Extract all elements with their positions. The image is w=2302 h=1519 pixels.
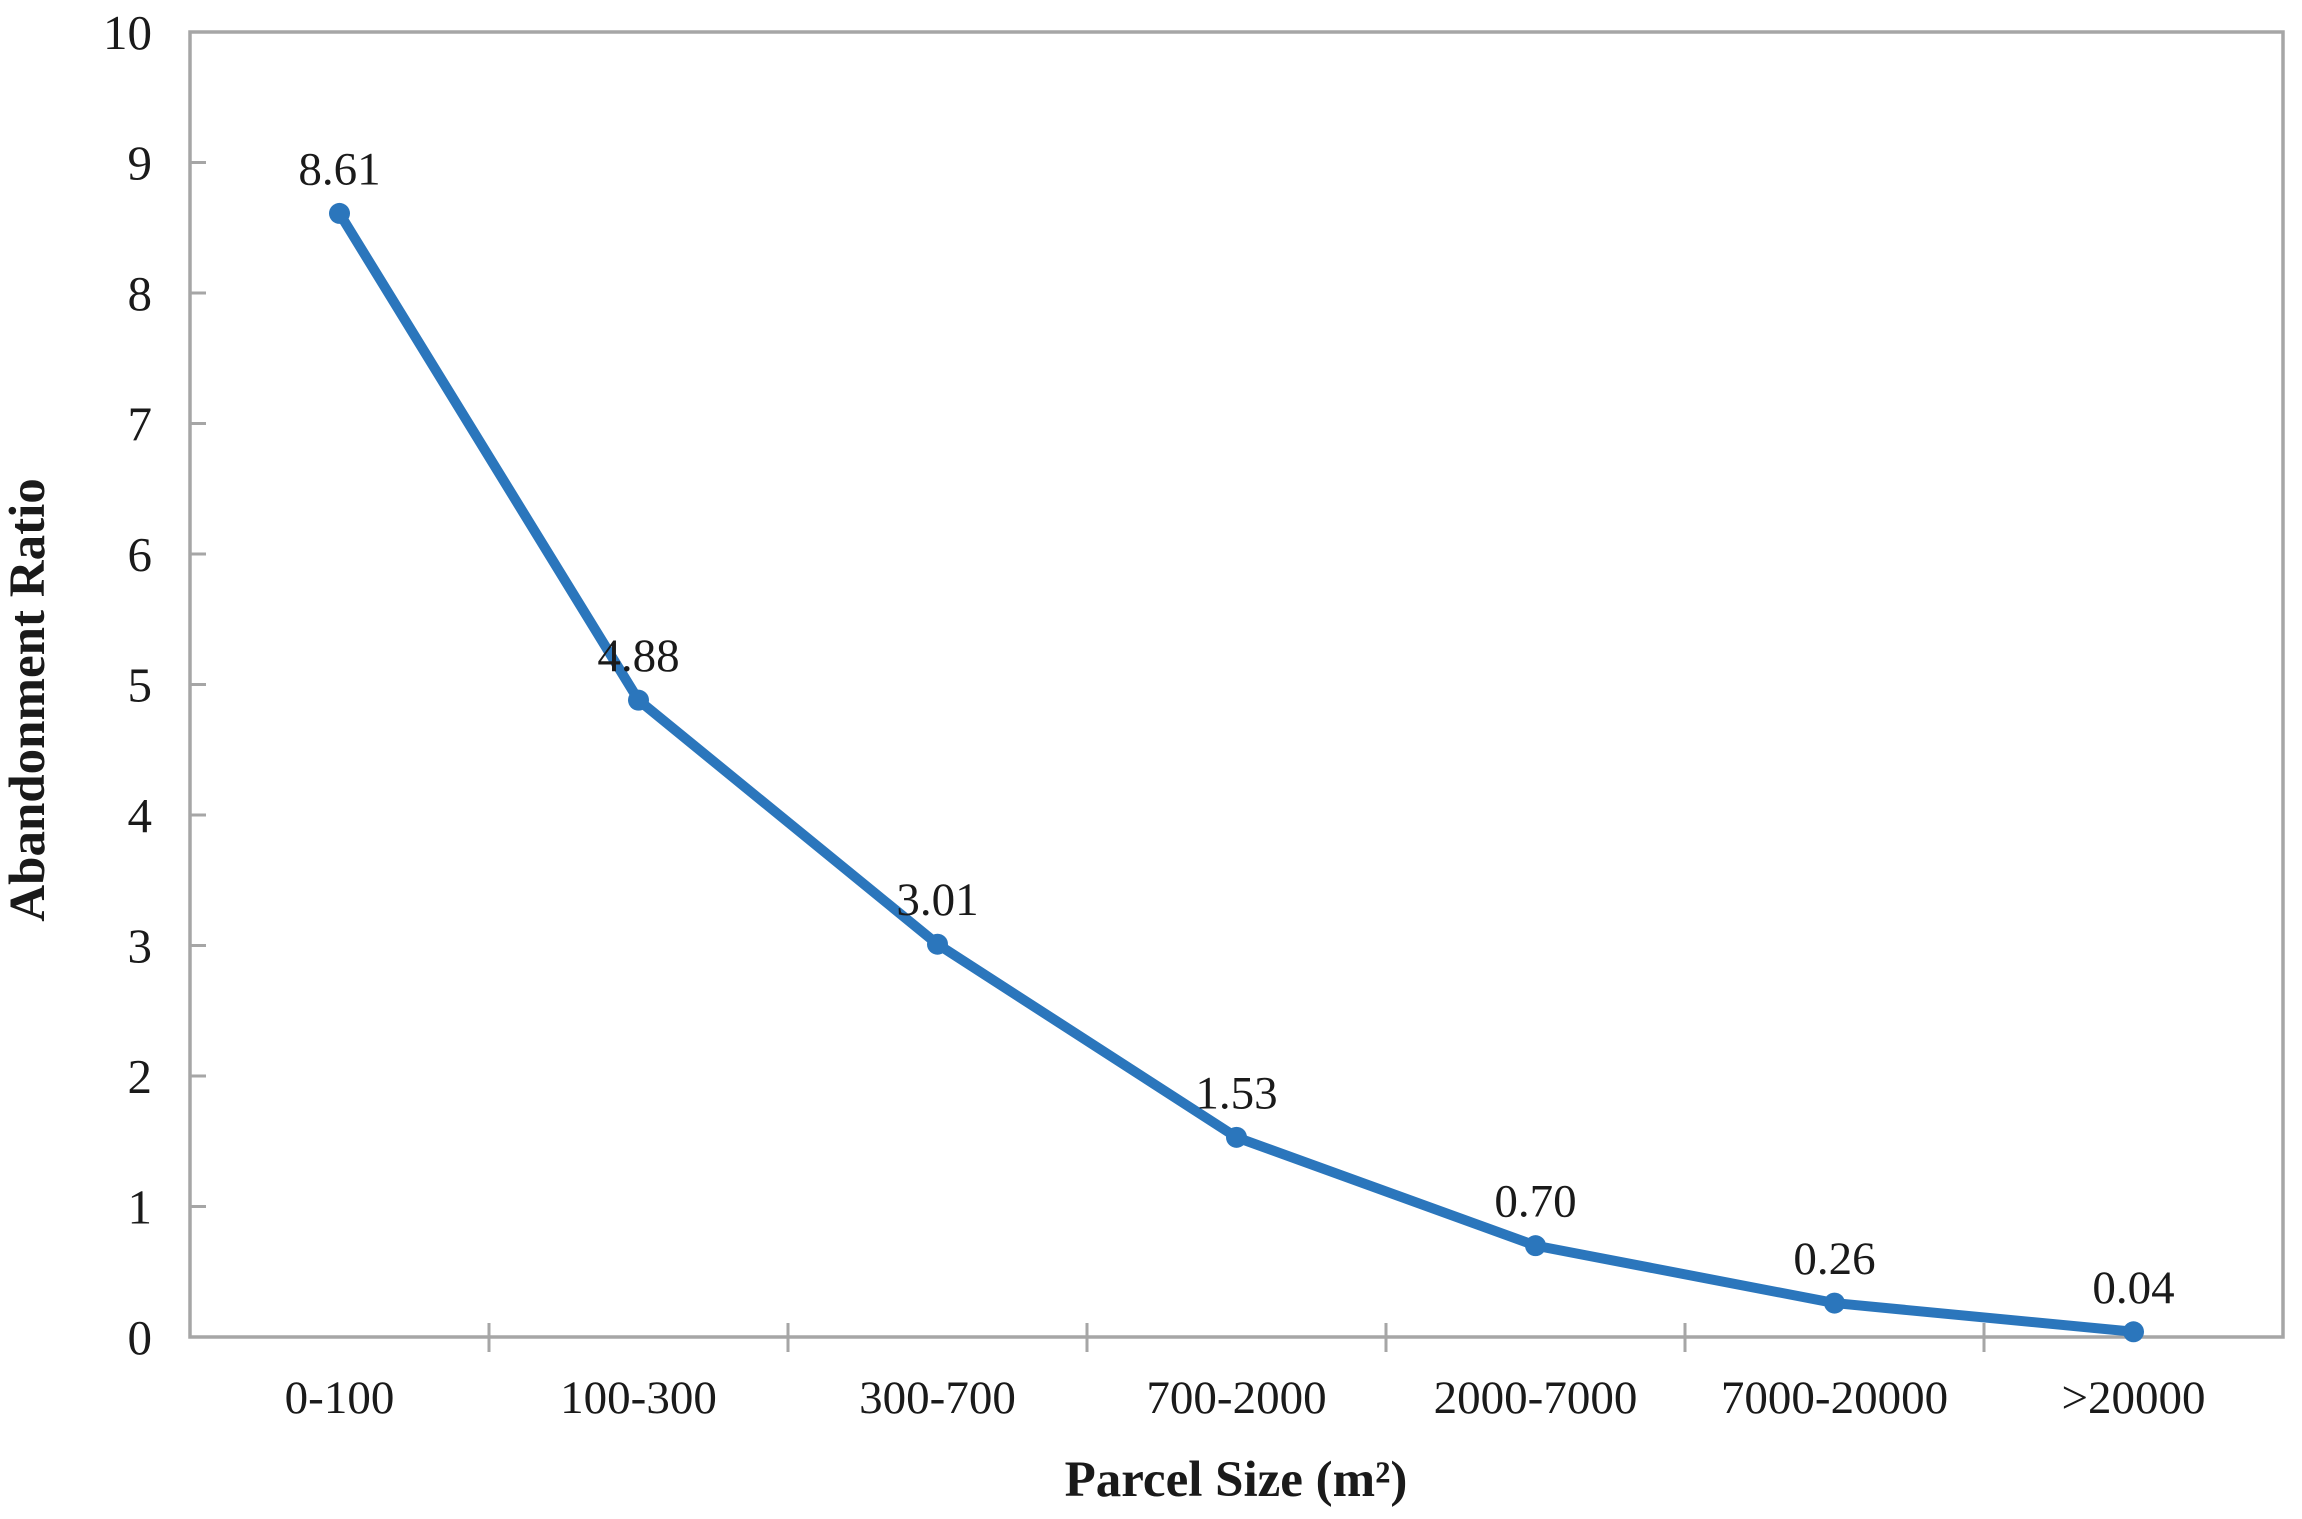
data-point [329, 202, 350, 224]
y-tick-label: 0 [128, 1310, 153, 1365]
x-axis-tick-labels: 0-100 100-300 300-700 700-2000 2000-7000 7000… [285, 1372, 2206, 1424]
y-axis-title: Abandonment Ratio [0, 478, 56, 922]
data-point [2123, 1321, 2144, 1343]
x-tick-label: 700-2000 [1146, 1372, 1326, 1424]
x-tick-label: 2000-7000 [1434, 1372, 1638, 1424]
y-tick-label: 9 [128, 136, 153, 191]
x-axis-title: Parcel Size (m²) [1065, 1452, 1408, 1508]
data-labels: 8.61 4.88 3.01 1.53 0.70 0.26 0.04 [298, 143, 2174, 1313]
y-tick-label: 5 [128, 658, 153, 713]
data-label: 8.61 [298, 143, 380, 195]
y-tick-label: 3 [128, 919, 153, 974]
data-label: 0.26 [1793, 1233, 1875, 1285]
data-point [1525, 1235, 1546, 1257]
y-tick-label: 7 [128, 397, 153, 452]
y-tick-label: 6 [128, 527, 153, 582]
x-tick-label: 100-300 [560, 1372, 717, 1424]
data-label: 1.53 [1195, 1067, 1277, 1119]
x-axis-ticks [487, 1323, 1986, 1352]
data-label: 3.01 [896, 874, 978, 926]
data-point [927, 933, 948, 955]
data-label: 4.88 [597, 630, 679, 682]
y-tick-label: 10 [103, 5, 152, 60]
x-tick-label: 0-100 [285, 1372, 395, 1424]
y-tick-label: 8 [128, 266, 153, 321]
data-label: 0.04 [2092, 1262, 2174, 1314]
x-tick-label: 300-700 [859, 1372, 1016, 1424]
data-point-markers [329, 202, 2144, 1343]
y-tick-label: 4 [128, 788, 153, 843]
x-tick-label: >20000 [2061, 1372, 2205, 1424]
y-tick-label: 1 [128, 1180, 153, 1235]
y-axis-tick-labels: 0 1 2 3 4 5 6 7 8 9 10 [103, 5, 152, 1365]
y-tick-label: 2 [128, 1049, 153, 1104]
y-axis-ticks [190, 30, 206, 1208]
data-point [1824, 1292, 1845, 1314]
series-line [334, 208, 2139, 1337]
x-tick-label: 7000-20000 [1721, 1372, 1948, 1424]
data-label: 0.70 [1494, 1176, 1576, 1228]
data-point [1226, 1126, 1247, 1148]
data-point [628, 689, 649, 711]
